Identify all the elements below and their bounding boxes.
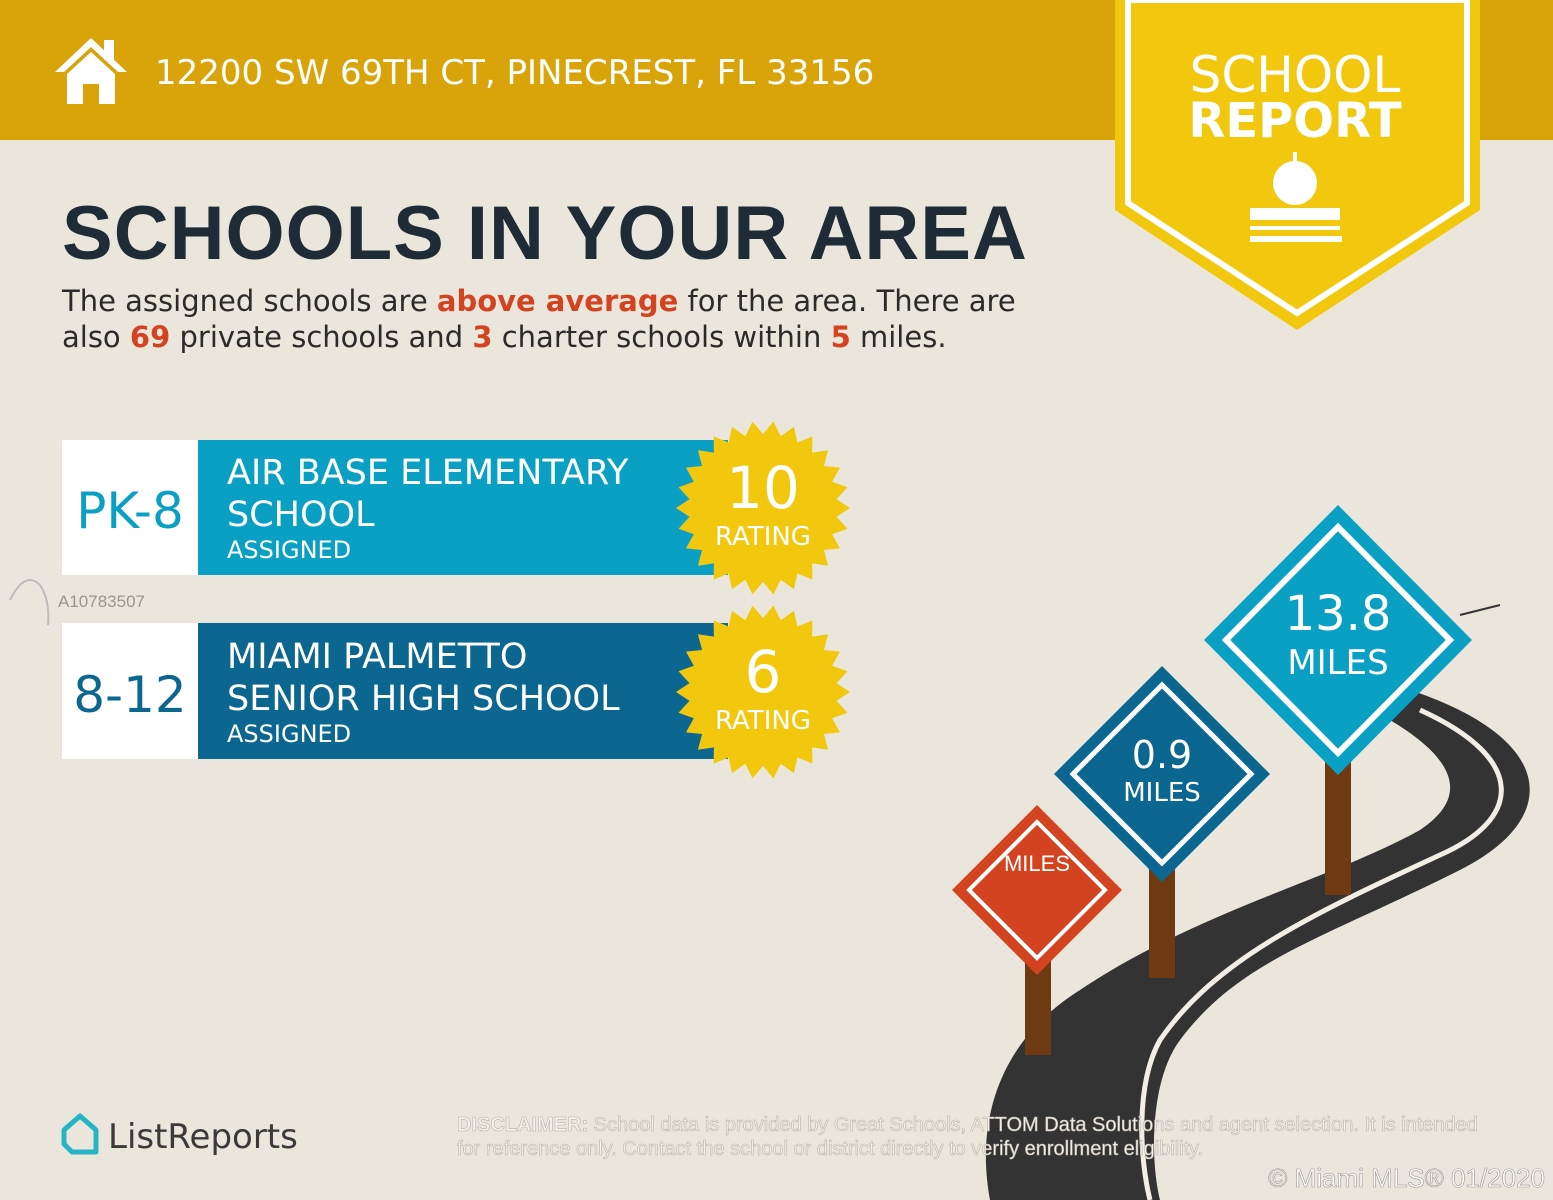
- sign: 13.8 MILES: [1204, 505, 1472, 895]
- rating-starburst: [676, 421, 850, 595]
- school-name: SENIOR HIGH SCHOOL: [227, 679, 620, 719]
- sign-unit: MILES: [1287, 643, 1388, 683]
- summary-highlight: 3: [472, 320, 493, 354]
- school-row: PK-8 AIR BASE ELEMENTARY SCHOOL ASSIGNED…: [62, 421, 850, 595]
- watermark: A10783507: [9, 579, 145, 626]
- rating: 10: [726, 454, 800, 522]
- school-name: SCHOOL: [227, 495, 375, 535]
- summary-text: private schools and: [170, 320, 473, 354]
- sign: 0.9 MILES: [1054, 666, 1270, 978]
- school-name: MIAMI PALMETTO: [227, 637, 527, 677]
- summary-text: miles.: [850, 320, 947, 354]
- school-status: ASSIGNED: [227, 536, 351, 564]
- summary-text: charter schools within: [492, 320, 831, 354]
- disclaimer-label: DISCLAIMER:: [457, 1114, 589, 1137]
- sign-distance: 0.9: [1132, 733, 1192, 777]
- copyright: © Miami MLS® 01/2020: [1268, 1163, 1545, 1194]
- sign: MILES: [952, 805, 1122, 1055]
- summary-text: The assigned schools are: [62, 284, 437, 318]
- watermark-id: A10783507: [58, 592, 145, 611]
- rating: 6: [745, 638, 782, 706]
- summary-highlight: above average: [436, 284, 679, 318]
- sign-unit: MILES: [1004, 851, 1070, 876]
- sign-distance: 13.8: [1285, 586, 1392, 642]
- disclaimer: DISCLAIMER: School data is provided by G…: [457, 1113, 1502, 1161]
- summary-text: for the area. There are also: [62, 284, 1016, 354]
- brand: ListReports: [108, 1117, 298, 1157]
- title: SCHOOLS IN YOUR AREA: [62, 191, 1028, 276]
- address: 12200 SW 69TH CT, PINECREST, FL 33156: [155, 53, 874, 93]
- apple-books-icon: [1250, 152, 1342, 242]
- grades: PK-8: [76, 482, 184, 540]
- grades: 8-12: [73, 666, 186, 724]
- school-name: AIR BASE ELEMENTARY: [227, 453, 629, 493]
- school-status: ASSIGNED: [227, 720, 351, 748]
- rating-starburst: [676, 605, 850, 779]
- summary: The assigned schools are above average f…: [62, 283, 1072, 355]
- sign-unit: MILES: [1123, 778, 1201, 808]
- summary-highlight: 69: [129, 320, 171, 354]
- badge-line1: SCHOOL: [1190, 46, 1401, 104]
- badge-line2: REPORT: [1188, 93, 1402, 149]
- brand-logo: ListReports: [61, 1113, 298, 1157]
- house-icon: [55, 38, 127, 104]
- summary-highlight: 5: [830, 320, 851, 354]
- rating-label: RATING: [715, 522, 811, 552]
- school-row: 8-12 MIAMI PALMETTO SENIOR HIGH SCHOOL A…: [62, 605, 850, 779]
- disclaimer-text: School data is provided by Great Schools…: [457, 1114, 1478, 1161]
- report-badge: SCHOOL REPORT: [1115, 0, 1480, 330]
- rating-label: RATING: [715, 706, 811, 736]
- road: [985, 604, 1530, 1200]
